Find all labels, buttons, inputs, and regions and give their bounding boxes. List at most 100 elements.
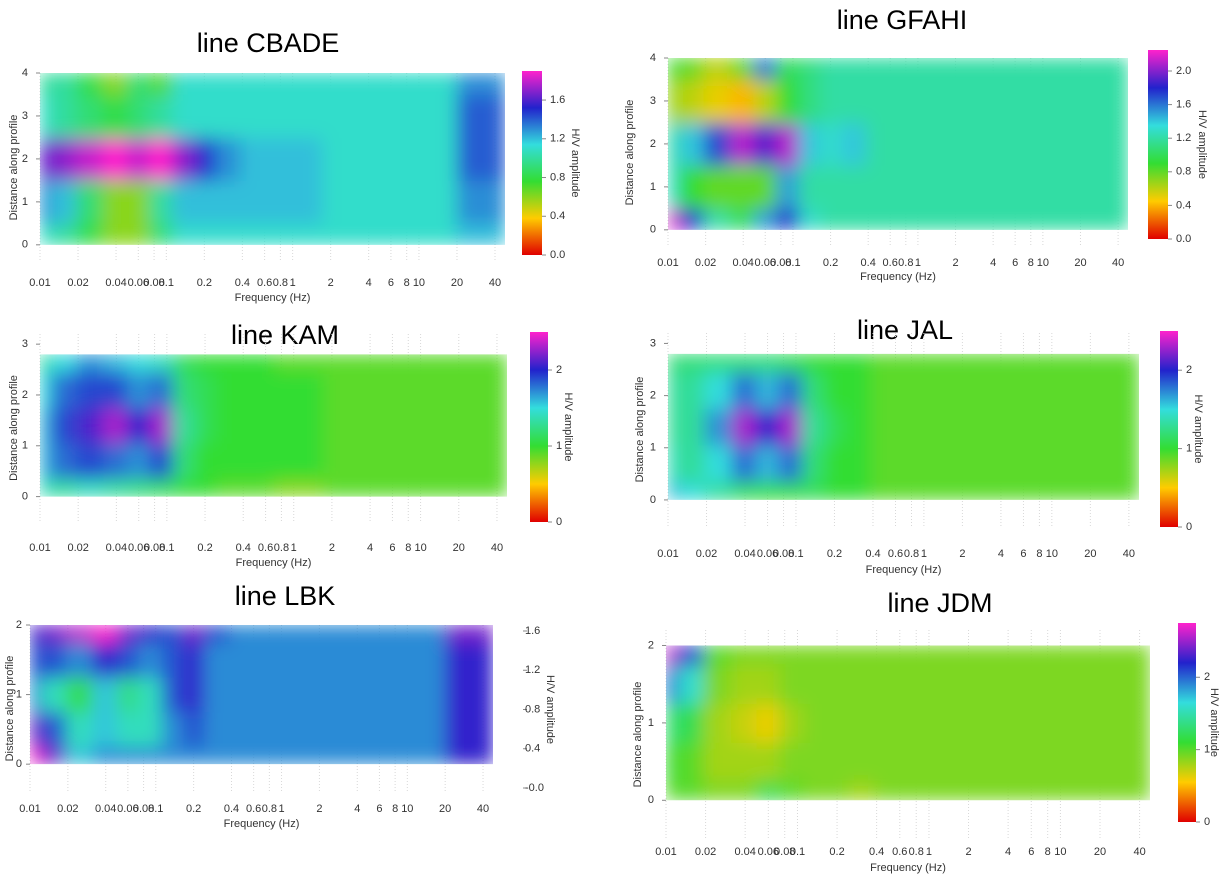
heat-cell [30,641,42,678]
heat-cell [75,136,104,181]
x-tick-label: 0.4 [235,277,250,289]
heat-cell [65,711,94,748]
x-tick-label: 0.8 [274,542,289,554]
heat-cell [778,481,803,500]
heat-cell [704,408,733,446]
heat-cell [668,371,680,410]
x-tick-label: 0.6 [246,803,261,815]
y-axis-label: Distance along profile [4,656,16,762]
heat-cell [102,136,128,181]
colorbar-tick-label: -0.0 [525,782,544,794]
x-tick-label: 1 [278,803,284,815]
heat-cell [756,703,781,743]
x-tick-label: 0.2 [197,542,212,554]
heat-cell [845,353,872,373]
heat-cell [729,121,755,166]
heat-cell [898,58,949,80]
y-axis-label: Distance along profile [624,100,636,206]
x-tick-label: 0.4 [224,803,239,815]
heat-cell [826,741,850,782]
heat-cell [841,207,867,230]
x-axis-label: Frequency (Hz) [224,818,300,830]
x-tick-label: 6 [1020,548,1026,560]
panel-title: line KAM [231,320,339,350]
heat-cell [731,645,758,666]
heat-cell [172,222,196,245]
heat-cell [755,408,780,446]
x-tick-label: 0.8 [909,846,924,858]
panel-title: line GFAHI [837,5,968,35]
colorbar [530,332,548,522]
x-tick-label: 20 [1084,548,1096,560]
heat-cell [149,442,174,480]
heat-cell [870,408,906,446]
heat-cell [959,703,1027,743]
heat-cell [947,78,1011,123]
heat-cell [50,407,77,444]
x-tick-label: 0.06 [128,277,149,289]
heat-cell [40,371,52,409]
heat-cell [444,746,493,765]
heat-cell [703,741,733,782]
heat-cell [826,780,850,801]
heat-cell [1079,78,1128,123]
heat-cell [172,354,196,373]
heat-cell [865,58,900,80]
heat-cell [65,746,94,765]
heat-cell [456,222,505,245]
heat-cell [322,179,387,224]
heat-cell [323,407,388,444]
colorbar-tick-label: 0.0 [550,249,565,261]
heat-cell [668,207,680,230]
heat-cell [40,93,52,138]
y-tick-label: 4 [22,67,28,79]
heat-cell [458,442,507,480]
heat-cell [138,746,163,765]
heat-cell [778,371,803,410]
colorbar-tick-label: 0.8 [550,171,565,183]
heat-cell [779,741,805,782]
x-axis-label: Frequency (Hz) [236,557,312,569]
heat-cell [678,207,705,230]
heat-cell [126,222,150,245]
x-tick-label: 0.04 [733,257,754,269]
heat-cell [678,444,706,483]
colorbar-label: H/V amplitude [1192,394,1204,463]
heat-cell [756,664,781,705]
heat-cell [92,711,118,748]
x-tick-label: 0.01 [29,277,50,289]
heat-cell [102,222,128,245]
heat-cell [240,222,275,245]
heat-cell [1099,741,1150,782]
colorbar-tick-label: 1.2 [525,664,540,676]
x-tick-label: 0.6 [892,846,907,858]
heat-cell [138,711,163,748]
x-axis-label: Frequency (Hz) [235,292,311,304]
heat-cell [127,442,151,480]
heat-cell [75,354,104,373]
heat-cell [322,136,387,181]
heat-cell [801,353,826,373]
heat-cell [1017,353,1091,373]
x-tick-label: 2 [316,803,322,815]
heat-cell [677,780,705,801]
heat-cell [215,478,242,497]
heat-cell [755,371,780,410]
y-tick-label: 2 [650,390,656,402]
y-axis-label: Distance along profile [8,375,20,481]
x-tick-label: 10 [401,803,413,815]
x-tick-label: 40 [477,803,489,815]
heat-cell [729,58,755,80]
heat-cell [75,73,104,95]
x-axis-label: Frequency (Hz) [860,271,936,283]
x-tick-label: 0.04 [106,542,127,554]
heat-cell [116,676,140,713]
colorbar-tick-label: 2.0 [1176,65,1191,77]
x-tick-label: 0.06 [757,548,778,560]
colorbar [1148,50,1168,239]
x-tick-label: 0.08 [770,257,791,269]
heat-cell [204,641,231,678]
heat-cell [803,780,828,801]
heat-cell [947,121,1011,166]
x-tick-label: 0.2 [827,548,842,560]
